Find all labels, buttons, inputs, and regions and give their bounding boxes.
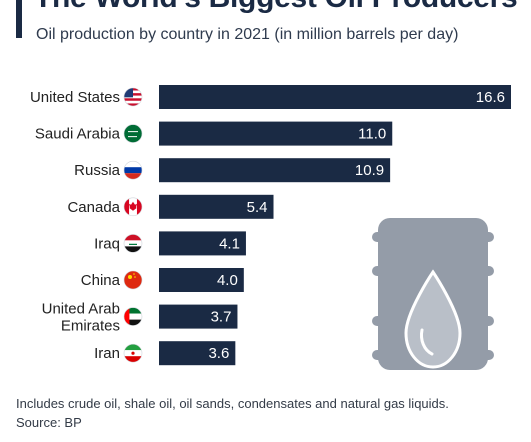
flag-canada-icon <box>123 197 143 217</box>
flag-china-icon <box>123 270 143 290</box>
flag-uae-icon <box>123 307 143 326</box>
bar <box>159 304 238 329</box>
chart-subtitle: Oil production by country in 2021 (in mi… <box>36 26 459 43</box>
category-label: Russia <box>74 162 121 179</box>
title-accent-bar <box>16 0 22 38</box>
bar <box>159 158 391 183</box>
bar <box>159 85 511 109</box>
category-label: Iraq <box>94 235 120 252</box>
oil-barrel-icon <box>372 218 494 370</box>
category-label: Saudi Arabia <box>35 126 121 143</box>
bar-value-label: 4.0 <box>217 272 238 289</box>
bar <box>159 231 246 256</box>
bar-value-label: 4.1 <box>219 235 240 252</box>
chart-title: The World's Biggest Oil Producers <box>34 0 518 15</box>
bar-value-label: 5.4 <box>247 199 268 216</box>
category-label: United States <box>30 89 120 106</box>
category-label: China <box>81 272 121 289</box>
bar <box>159 341 236 366</box>
bar-value-label: 10.9 <box>355 162 384 179</box>
bar-value-label: 3.6 <box>208 345 229 362</box>
chart-footer: Includes crude oil, shale oil, oil sands… <box>16 394 449 432</box>
category-label: Iran <box>94 345 120 362</box>
flag-saudi-arabia-icon <box>123 124 143 143</box>
bar <box>159 121 393 146</box>
flag-iraq-icon <box>123 234 143 253</box>
bar-value-label: 16.6 <box>476 89 505 106</box>
bar-value-label: 11.0 <box>358 126 386 143</box>
bar <box>159 194 274 219</box>
source-note: Source: BP <box>16 415 82 430</box>
flag-iran-icon <box>123 343 143 363</box>
category-label: United Arab Emirates <box>42 301 120 335</box>
flag-us-icon <box>123 87 143 107</box>
bar <box>159 268 244 292</box>
bar-value-label: 3.7 <box>211 309 232 326</box>
flag-russia-icon <box>123 160 143 180</box>
category-label: Canada <box>67 199 120 216</box>
footnote: Includes crude oil, shale oil, oil sands… <box>16 396 449 411</box>
bar-chart: United States 16.6 Saudi Arabia 11.0 Russia 1… <box>30 85 511 370</box>
